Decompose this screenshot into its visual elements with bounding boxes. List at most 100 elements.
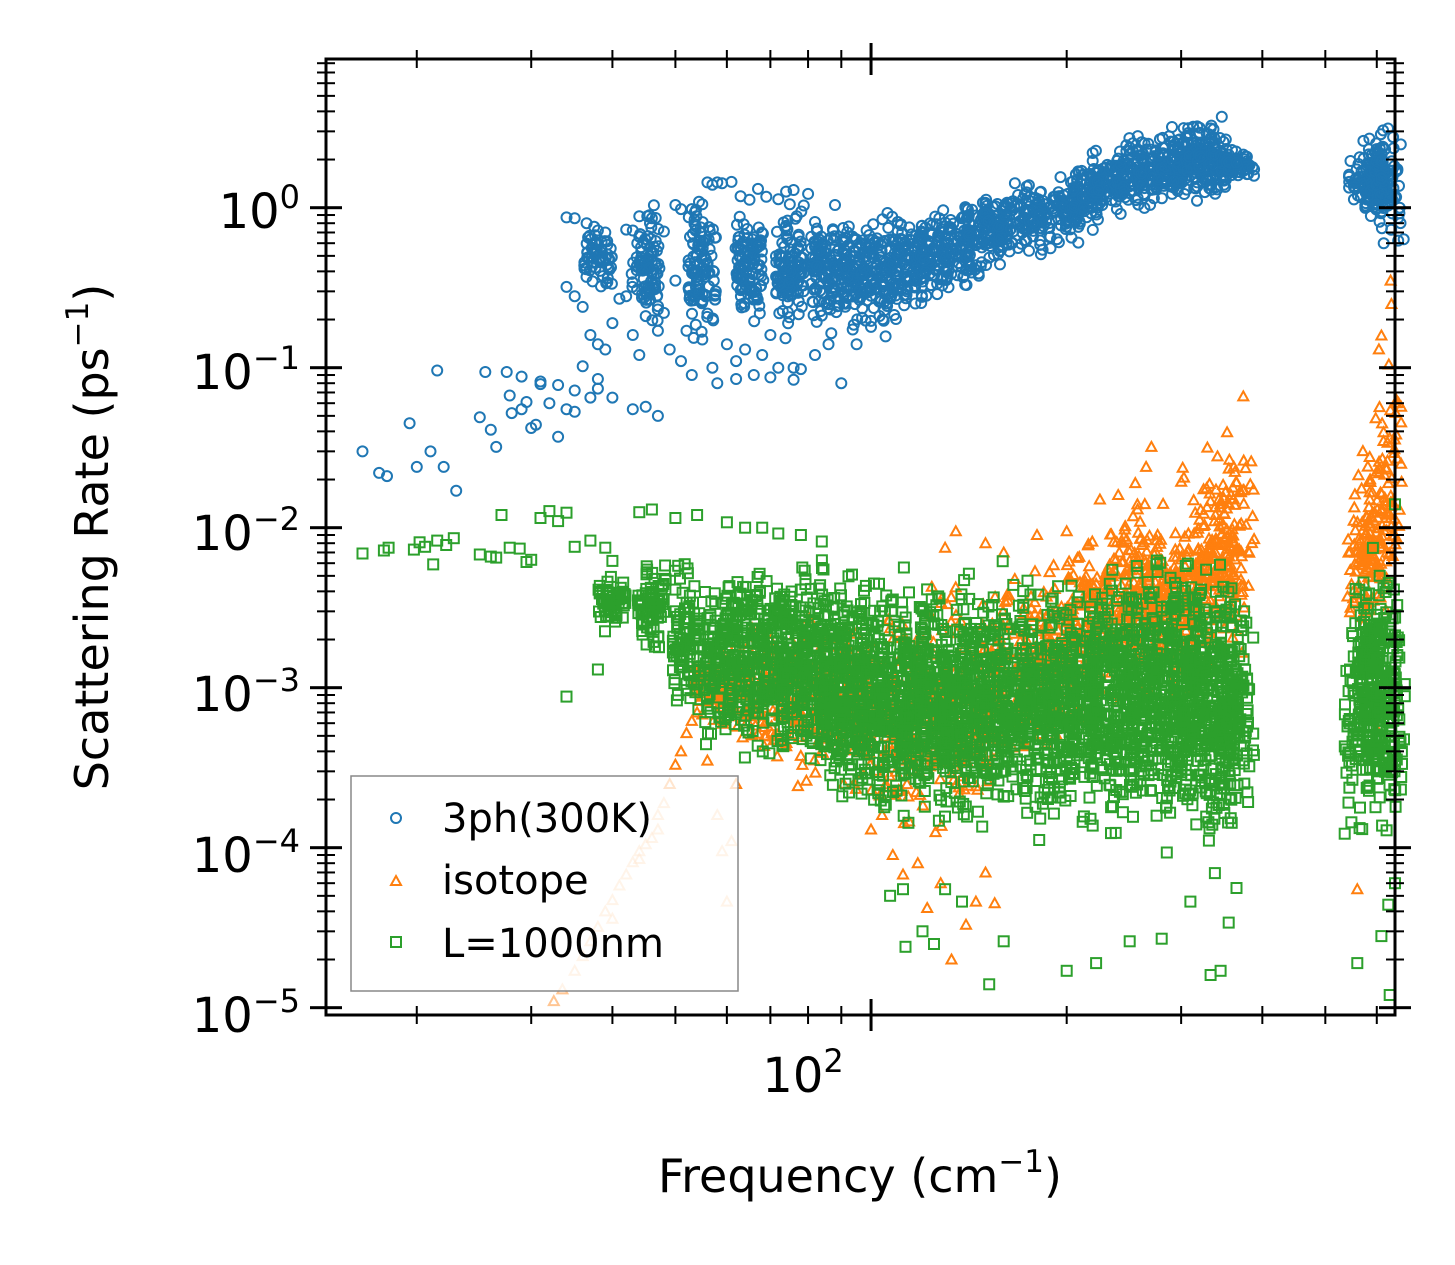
point-3ph <box>809 349 821 361</box>
point-3ph <box>356 445 369 458</box>
point-3ph <box>552 379 565 391</box>
point-3ph <box>853 285 866 298</box>
point-3ph <box>568 212 581 225</box>
point-3ph <box>772 361 785 374</box>
point-3ph <box>651 303 664 316</box>
point-3ph <box>867 218 880 231</box>
point-3ph <box>626 403 639 416</box>
point-3ph <box>837 247 850 260</box>
point-3ph <box>787 184 800 196</box>
point-3ph <box>634 228 647 241</box>
point-3ph <box>738 300 751 313</box>
point-3ph <box>534 375 547 388</box>
point-3ph <box>602 261 615 274</box>
point-3ph <box>781 214 794 227</box>
point-3ph <box>626 276 639 289</box>
point-3ph <box>702 267 715 280</box>
point-3ph <box>641 210 654 223</box>
point-3ph <box>696 242 709 255</box>
point-3ph <box>731 218 743 231</box>
point-3ph <box>586 256 599 269</box>
point-3ph <box>876 213 889 226</box>
point-3ph <box>867 233 879 246</box>
point-3ph <box>839 249 852 261</box>
point-3ph <box>747 291 760 304</box>
point-3ph <box>880 270 892 283</box>
point-3ph <box>839 300 852 313</box>
point-3ph <box>515 403 528 416</box>
point-3ph <box>890 313 902 325</box>
point-3ph <box>794 235 807 248</box>
point-3ph <box>780 185 793 198</box>
point-3ph <box>626 329 639 341</box>
point-3ph <box>657 306 670 319</box>
point-3ph <box>749 285 761 298</box>
point-3ph <box>694 226 707 239</box>
point-3ph <box>746 268 759 281</box>
point-3ph <box>620 290 633 303</box>
point-3ph <box>693 287 706 299</box>
point-3ph <box>706 223 719 236</box>
point-3ph <box>791 241 804 254</box>
point-3ph <box>829 199 841 211</box>
point-3ph <box>568 290 581 303</box>
point-3ph <box>543 397 556 410</box>
point-3ph <box>583 229 596 242</box>
point-3ph <box>806 259 819 272</box>
point-3ph <box>403 417 416 430</box>
point-3ph <box>701 307 714 320</box>
point-3ph <box>490 440 503 453</box>
point-3ph <box>599 343 612 356</box>
point-3ph <box>870 258 883 271</box>
point-3ph <box>838 263 851 276</box>
point-3ph <box>625 267 638 280</box>
point-3ph <box>582 231 595 244</box>
point-3ph <box>685 369 698 381</box>
point-3ph <box>781 306 794 319</box>
point-3ph <box>772 193 785 206</box>
point-3ph <box>797 199 810 212</box>
point-3ph <box>865 282 878 295</box>
point-3ph <box>479 366 492 378</box>
point-3ph <box>410 460 423 473</box>
point-3ph <box>739 343 752 356</box>
point-3ph <box>606 317 619 330</box>
point-3ph <box>809 236 821 249</box>
point-3ph <box>437 460 450 473</box>
point-3ph <box>827 280 840 293</box>
point-3ph <box>682 254 695 267</box>
point-3ph <box>764 329 777 341</box>
point-3ph <box>686 307 698 320</box>
point-3ph <box>431 364 444 377</box>
point-3ph <box>776 289 789 302</box>
point-3ph <box>568 384 581 397</box>
point-3ph <box>689 318 702 331</box>
point-3ph <box>815 270 828 282</box>
point-3ph <box>747 369 760 381</box>
point-3ph <box>782 317 795 330</box>
point-3ph <box>580 270 593 283</box>
point-3ph <box>647 268 660 281</box>
point-3ph <box>576 300 589 313</box>
point-3ph <box>730 373 743 385</box>
point-3ph <box>782 277 795 289</box>
point-3ph <box>770 270 783 283</box>
point-3ph <box>644 217 656 230</box>
point-3ph <box>560 280 573 293</box>
point-3ph <box>859 314 872 327</box>
point-3ph <box>760 190 773 203</box>
point-3ph <box>835 377 848 390</box>
point-3ph <box>450 484 463 497</box>
point-3ph <box>725 175 738 188</box>
point-3ph <box>695 325 708 338</box>
point-3ph <box>752 240 765 253</box>
point-3ph <box>878 287 891 299</box>
point-3ph <box>776 305 789 317</box>
point-3ph <box>560 403 573 416</box>
point-3ph <box>505 407 518 420</box>
point-3ph <box>752 259 764 272</box>
point-3ph <box>792 228 805 241</box>
point-3ph <box>515 370 528 383</box>
point-3ph <box>638 291 651 304</box>
